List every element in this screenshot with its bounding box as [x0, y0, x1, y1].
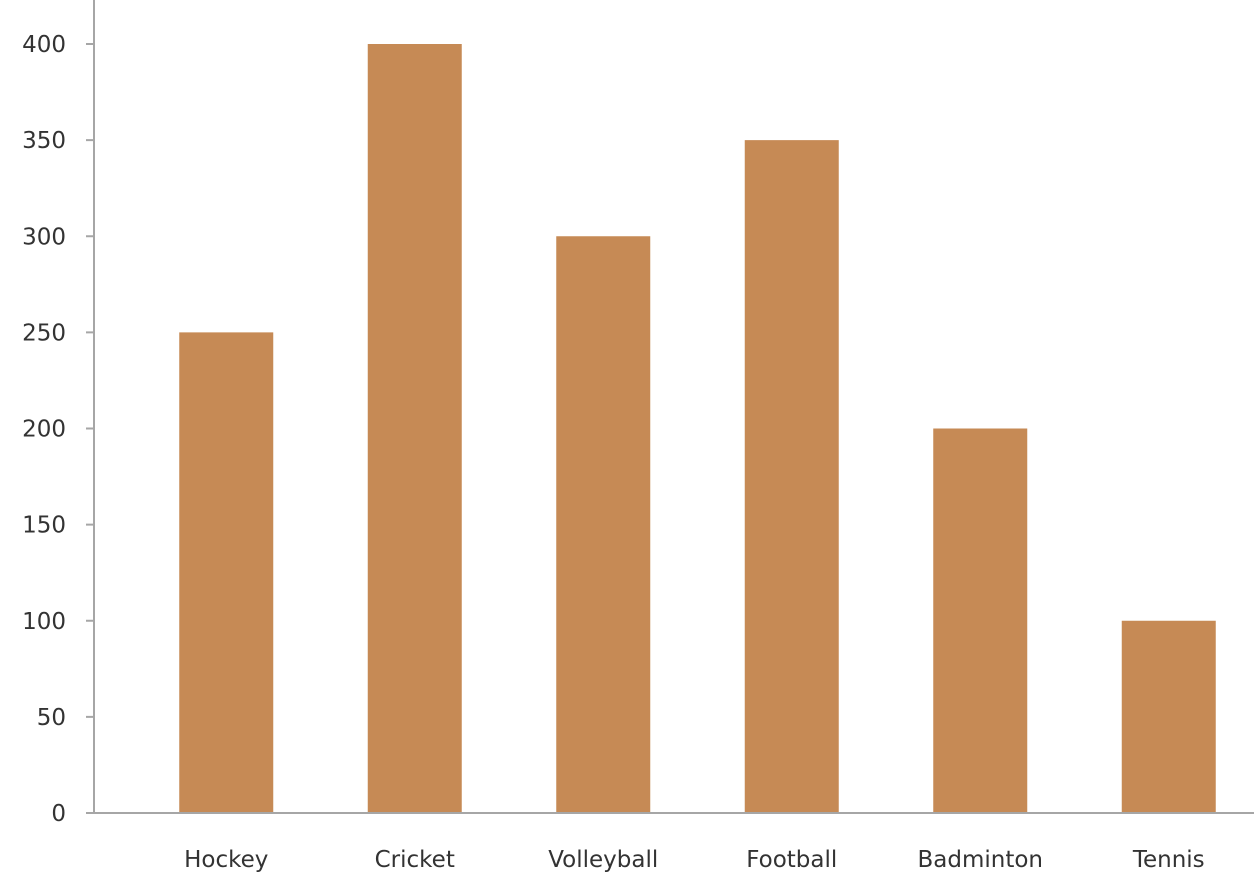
x-category-label-cricket: Cricket	[375, 847, 455, 873]
x-category-label-badminton: Badminton	[917, 847, 1043, 873]
bar-cricket	[367, 44, 462, 813]
x-category-labels: Hockey Cricket Volleyball Football Badminton…	[184, 847, 1205, 873]
axes	[86, 0, 1254, 814]
y-tick-label: 250	[22, 320, 66, 346]
bars	[179, 44, 1216, 813]
x-category-label-volleyball: Volleyball	[548, 847, 658, 873]
x-category-label-hockey: Hockey	[184, 847, 268, 873]
y-tick-label: 350	[22, 128, 66, 154]
bar-volleyball	[556, 236, 651, 813]
y-tick-label: 300	[22, 224, 66, 250]
x-category-label-football: Football	[746, 847, 837, 873]
bar-badminton	[933, 428, 1028, 813]
y-tick-labels: 0 50 100 150 200 250 300 350 400	[22, 32, 94, 827]
bar-tennis	[1121, 620, 1216, 813]
y-tick-label: 150	[22, 513, 66, 539]
y-tick-label: 400	[22, 32, 66, 58]
bar-hockey	[179, 332, 274, 813]
x-category-label-tennis: Tennis	[1132, 847, 1205, 873]
y-tick-label: 0	[51, 801, 66, 827]
bar-football	[744, 140, 839, 813]
y-tick-label: 50	[37, 705, 66, 731]
y-tick-label: 200	[22, 417, 66, 443]
y-tick-label: 100	[22, 609, 66, 635]
